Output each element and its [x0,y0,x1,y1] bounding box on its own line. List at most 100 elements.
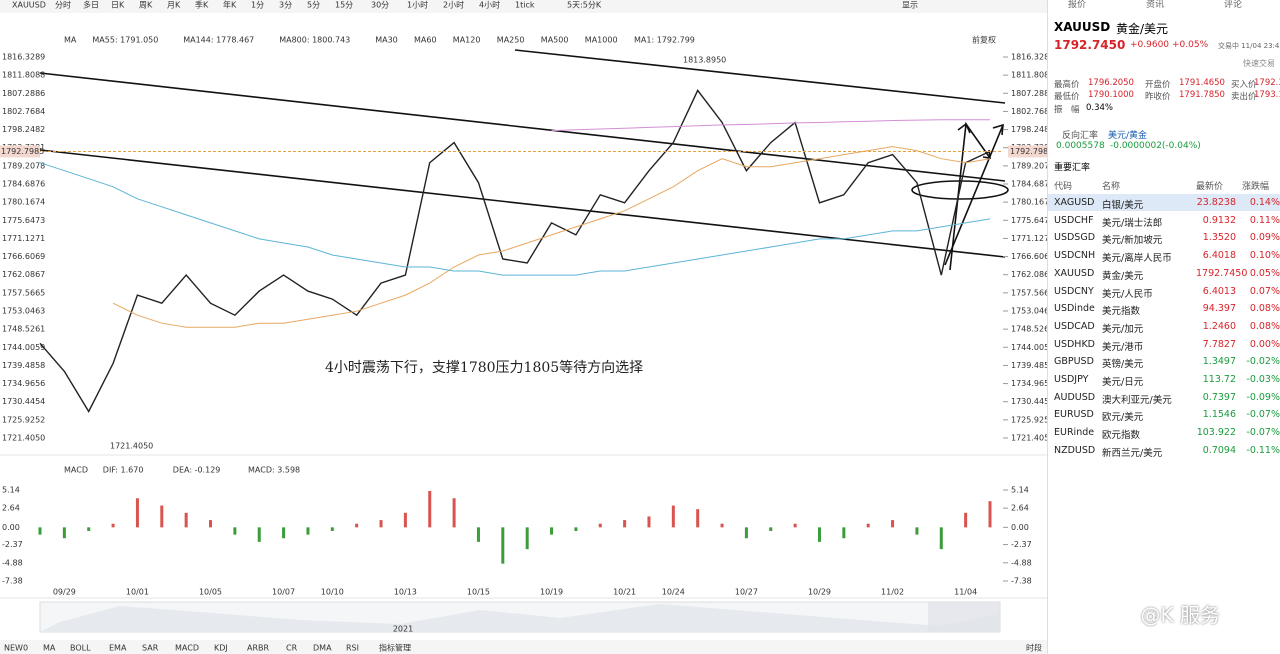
table-cell: 黄金/美元 [1102,270,1144,282]
table-row[interactable]: USDCHF 美元/瑞士法郎 0.9132 0.11% [1048,212,1280,229]
y-tick-label: 1725.9252 [1011,415,1047,424]
period-button[interactable]: 15分 [335,1,353,10]
x-tick-label: 10/15 [467,588,490,597]
table-row[interactable]: EURUSD 欧元/美元 1.1546 -0.07% [1048,406,1280,423]
indicator-button[interactable]: SAR [142,644,159,653]
indicator-label: MACD [64,466,88,475]
period-button[interactable]: 日K [111,1,125,10]
table-cell: USDJPY [1054,374,1089,385]
indicator-button[interactable]: ARBR [247,644,270,653]
table-row[interactable]: GBPUSD 英镑/美元 1.3497 -0.02% [1048,353,1280,370]
stat: 1793.130 [1254,90,1280,100]
low-label: 1721.4050 [110,442,153,451]
indicator-button[interactable]: MACD [175,644,199,653]
indicator-button[interactable]: BOLL [70,644,91,653]
table-row[interactable]: USDinde 美元指数 94.397 0.08% [1048,300,1280,317]
indicator-button[interactable]: EMA [109,644,127,653]
tab[interactable]: 评论 [1224,0,1243,10]
y-tick-label: 1784.6876 [2,179,45,188]
period-button[interactable]: 5天:5分K [567,1,602,10]
indicator-label: MA250 [497,36,525,45]
table-cell: USDinde [1054,303,1095,315]
macd-bar [87,527,91,531]
period-button[interactable]: 3分 [279,1,292,10]
table-cell: 0.10% [1249,250,1280,262]
macd-bar [306,527,310,535]
indicator-button[interactable]: NEW0 [4,644,28,653]
y-tick-label: -7.38 [1011,576,1032,585]
period-button[interactable]: 周K [139,1,153,10]
stat: 1791.4650 [1179,78,1225,88]
indicator-button[interactable]: 指标管理 [379,643,411,653]
table-cell: 美元/人民币 [1102,288,1153,300]
period-button[interactable]: 1小时 [407,0,428,10]
arrow-head [957,122,971,134]
period-button[interactable]: 年K [223,0,237,10]
table-row[interactable]: USDCNY 美元/人民币 6.4013 0.07% [1048,283,1280,300]
indicator-button[interactable]: DMA [313,644,332,653]
macd-bar [184,512,188,528]
period-button[interactable]: 5分 [307,1,320,10]
tab[interactable]: 资讯 [1146,0,1165,10]
y-tick-label: 1816.3289 [2,52,45,61]
table-cell: 0.7094 [1202,444,1236,456]
quick-trade[interactable]: 快速交易 [1243,59,1275,68]
stat: 1790.1000 [1088,90,1134,100]
indicator-button[interactable]: KDJ [214,644,228,653]
table-row[interactable]: USDJPY 美元/日元 113.72 -0.03% [1048,371,1280,388]
table-cell: 0.14% [1249,197,1280,208]
navigator-window[interactable] [928,602,1000,632]
macd-bar [598,523,602,528]
period-button[interactable]: 多日 [83,0,99,10]
period-button[interactable]: 季K [195,0,209,10]
y-tick-label: 1730.4454 [2,397,45,406]
table-cell: GBPUSD [1054,356,1094,368]
y-tick-label: 1734.9656 [2,379,45,388]
indicator-label: MACD: 3.598 [248,466,300,475]
table-cell: 0.9132 [1202,214,1236,226]
year-label: 2021 [393,625,413,634]
macd-bar [647,516,651,528]
period-button[interactable]: 2小时 [443,0,464,10]
stat: 1796.2050 [1088,78,1134,88]
high-label: 1813.8950 [683,56,726,65]
period-button[interactable]: 4小时 [479,0,500,10]
table-row[interactable]: EURinde 欧元指数 103.922 -0.07% [1048,424,1280,441]
table-cell: 94.397 [1202,303,1236,315]
table-row[interactable]: USDCNH 美元/离岸人民币 6.4018 0.10% [1048,247,1280,264]
table-row[interactable]: USDCAD 美元/加元 1.2460 0.08% [1048,318,1280,335]
table-row[interactable]: XAGUSD 白银/美元 23.8238 0.14% [1048,194,1280,211]
table-cell: 6.4013 [1202,285,1236,297]
table-row[interactable]: USDHKD 美元/港币 7.7827 0.00% [1048,336,1280,353]
period-button[interactable]: 1tick [515,1,535,10]
table-row[interactable]: NZDUSD 新西兰元/美元 0.7094 -0.11% [1048,442,1280,459]
quote-change: +0.9600 [1130,40,1170,50]
indicator-button[interactable]: MA [43,644,56,653]
period-button[interactable]: 月K [167,1,181,10]
y-tick-label: 1802.7684 [2,107,45,116]
macd-bar [62,527,66,539]
period-button[interactable]: 分时 [55,0,71,10]
table-row[interactable]: AUDUSD 澳大利亚元/美元 0.7397 -0.09% [1048,389,1280,406]
macd-bar [428,491,432,528]
macd-bar [525,527,529,550]
indicator-label: MA55: 1791.050 [92,36,158,45]
last-price-box [1008,145,1047,158]
y-tick-label: 5.14 [2,485,20,494]
period-button[interactable]: 30分 [371,1,389,10]
price-line [551,119,990,132]
table-cell: 新西兰元/美元 [1102,447,1163,459]
table-cell: USDCNY [1054,285,1094,297]
indicator-label: MA144: 1778.467 [183,36,254,45]
table-row[interactable]: XAUUSD 黄金/美元 1792.7450 0.05% [1048,265,1280,282]
drawings [39,49,1009,271]
y-tick-label: 1734.9656 [1011,379,1047,388]
indicator-button[interactable]: CR [286,644,298,653]
tab[interactable]: 报价 [1068,0,1087,10]
table-row[interactable]: USDSGD 美元/新加坡元 1.3520 0.09% [1048,229,1280,246]
indicator-button[interactable]: RSI [346,644,359,653]
amplitude: 0.34% [1086,103,1114,113]
table-cell: 0.09% [1249,232,1280,244]
period-button[interactable]: 1分 [251,1,264,10]
x-tick-label: 11/04 [954,588,977,597]
